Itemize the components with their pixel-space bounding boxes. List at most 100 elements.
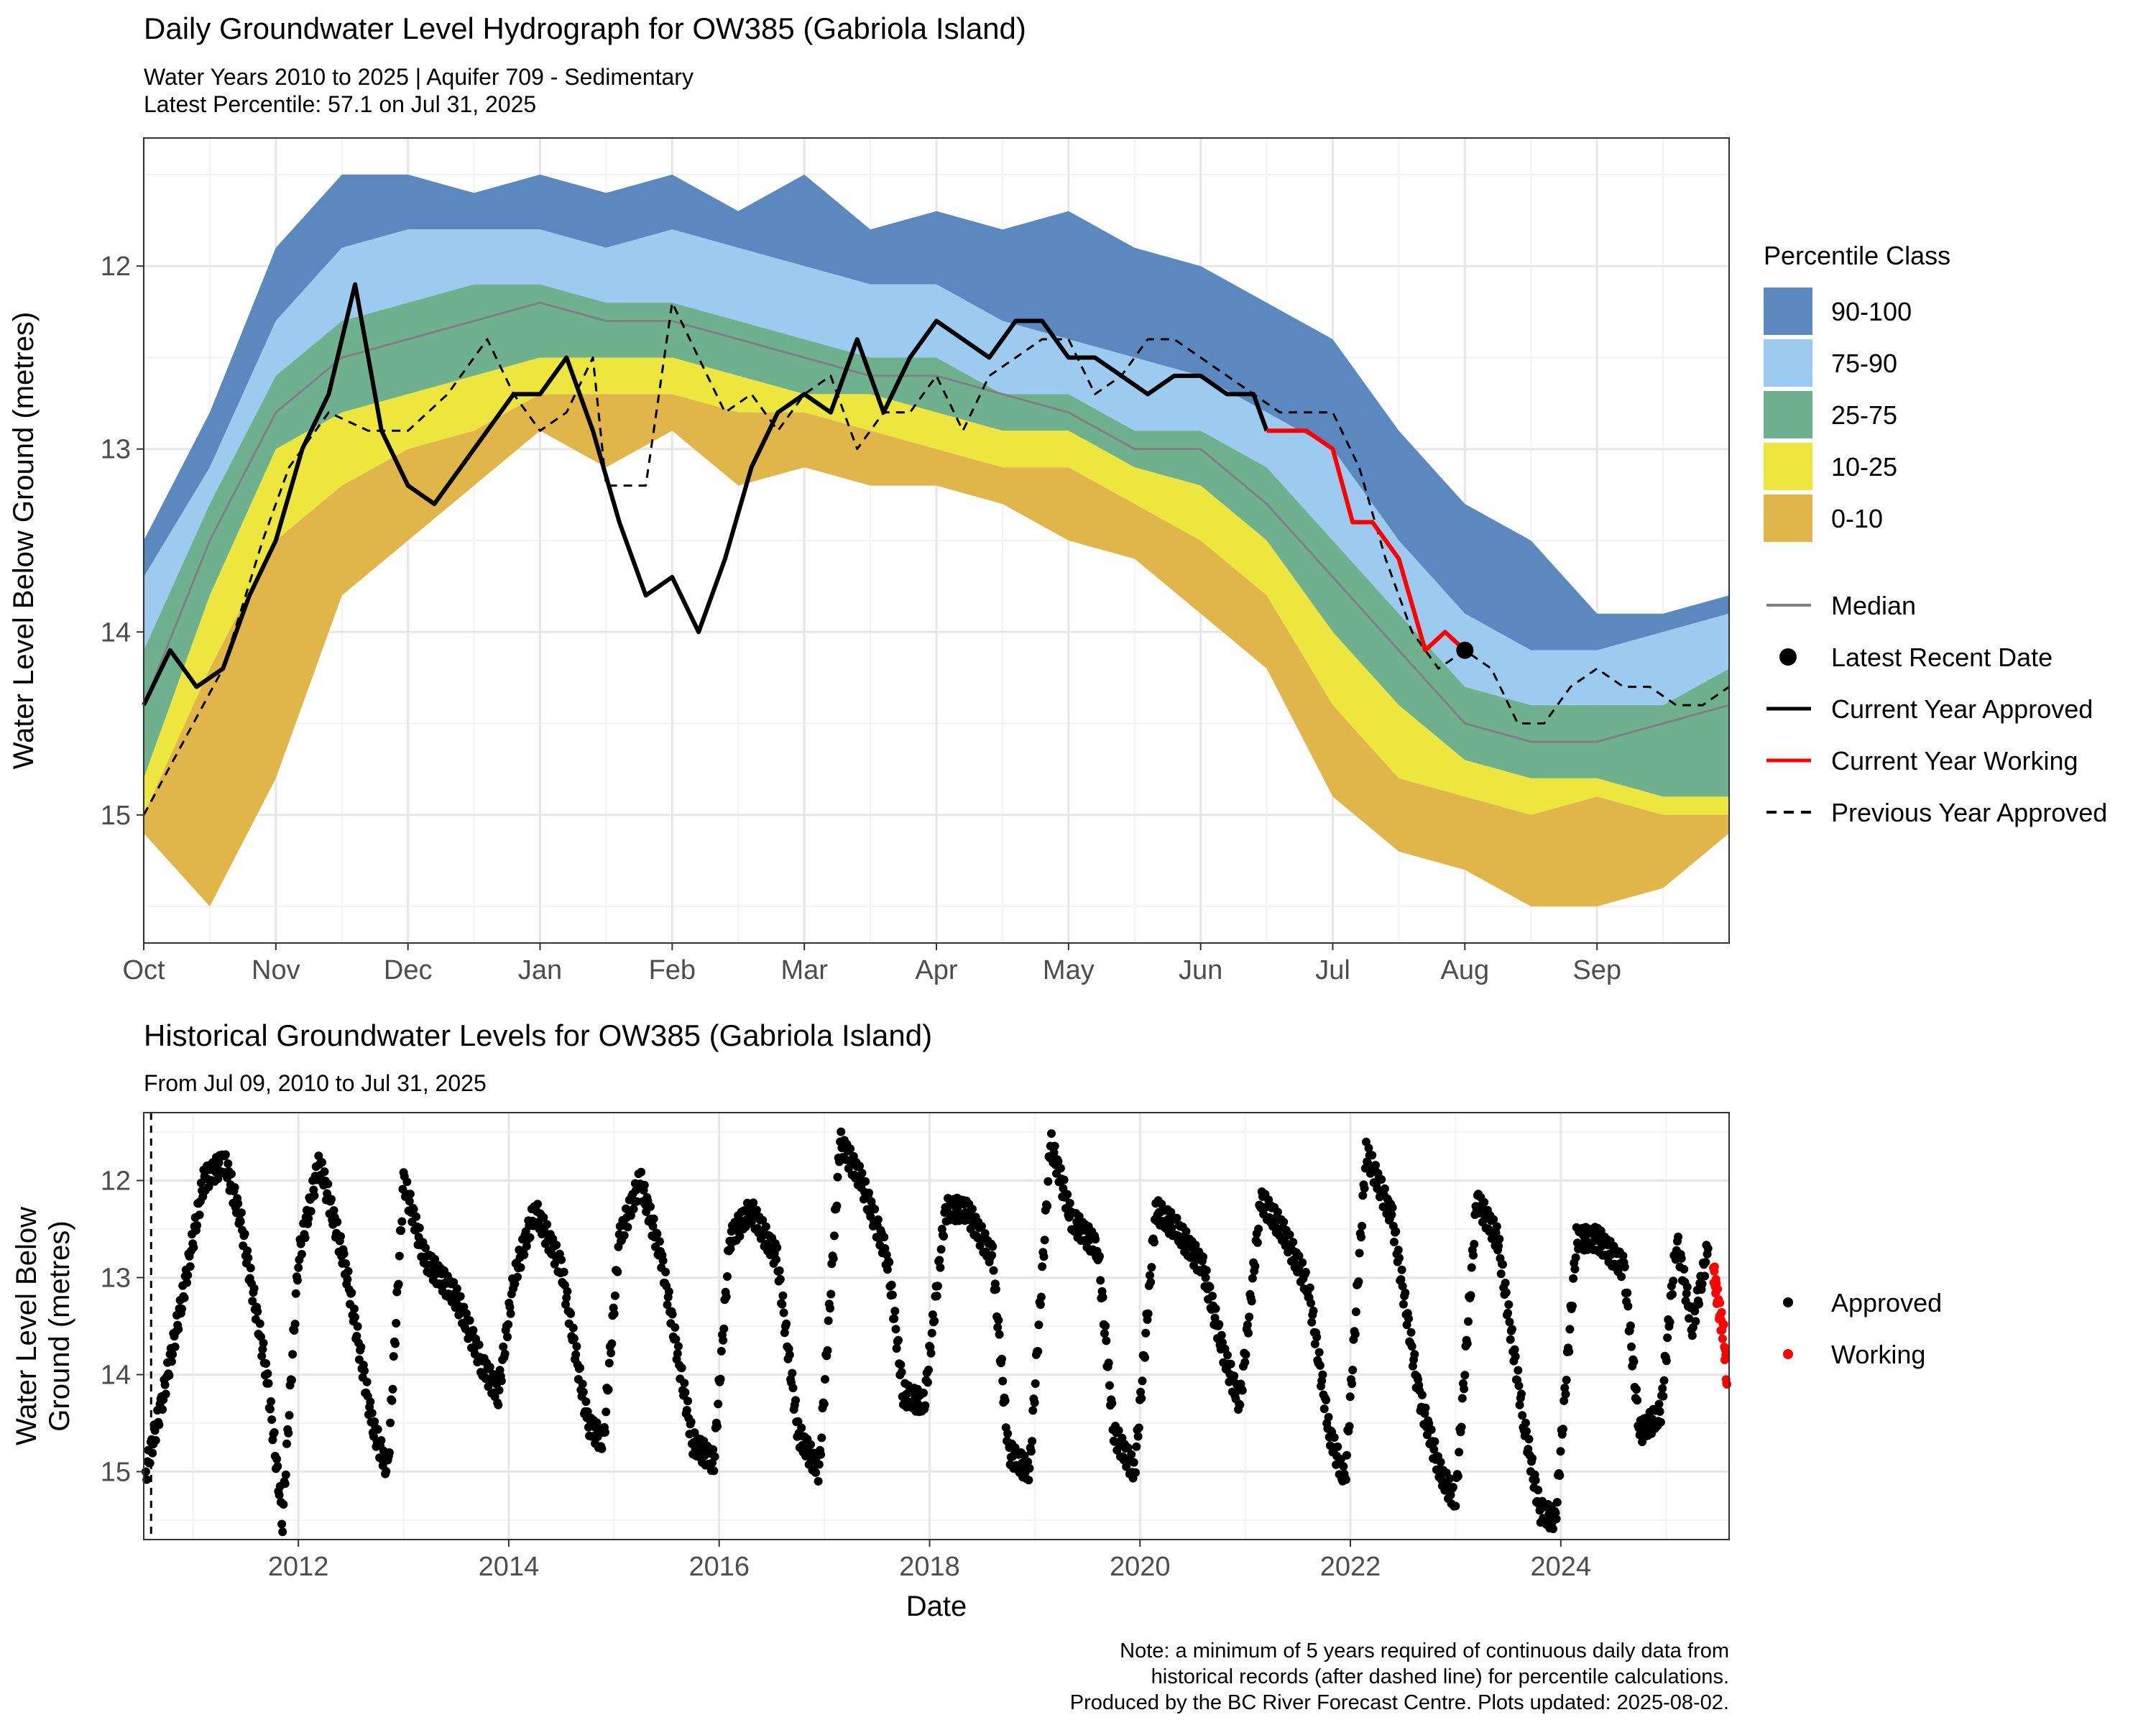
x-tick-label: Oct [122,955,165,985]
approved-point [373,1425,382,1434]
median-line [142,301,1730,743]
approved-point [758,1215,768,1225]
approved-point [1243,1320,1252,1330]
approved-point [1202,1266,1211,1275]
approved-point [779,1308,788,1317]
approved-point [722,1272,732,1281]
approved-point [1132,1442,1141,1451]
x-tick-label: Feb [649,955,696,985]
approved-point [717,1346,726,1356]
approved-point [713,1422,722,1431]
approved-point [304,1214,313,1223]
approved-point [824,1316,833,1325]
approved-point [1470,1240,1479,1248]
footnote-line-2: historical records (after dashed line) f… [1151,1665,1729,1688]
approved-point [1565,1325,1575,1334]
legend-class-label: 25-75 [1831,400,1897,430]
approved-point [936,1263,945,1272]
approved-point [930,1316,939,1325]
approved-point [310,1191,319,1200]
approved-point [1623,1302,1633,1311]
approved-point [663,1300,672,1310]
approved-point [1350,1330,1360,1339]
approved-point [1348,1379,1357,1389]
approved-point [178,1305,186,1313]
approved-point [1623,1288,1632,1297]
approved-point [653,1229,662,1238]
approved-point [409,1205,418,1214]
approved-point [604,1385,613,1394]
legend-line-label: Current Year Approved [1831,694,2093,724]
approved-point [680,1379,689,1388]
legend-class-label: 90-100 [1831,297,1912,326]
approved-point [494,1386,504,1395]
approved-point [318,1158,326,1167]
approved-point [522,1241,531,1251]
approved-point [880,1233,889,1242]
approved-point [714,1399,723,1409]
approved-point [155,1420,164,1430]
approved-point [1314,1348,1324,1357]
approved-point [1031,1379,1040,1388]
approved-point [1451,1501,1460,1511]
approved-point [395,1251,404,1261]
approved-point [1668,1289,1677,1299]
approved-point [563,1287,572,1296]
approved-point [788,1368,797,1378]
approved-point [262,1359,271,1368]
approved-point [1254,1224,1263,1233]
approved-point [270,1428,279,1437]
approved-point [719,1335,728,1345]
approved-point [1348,1366,1358,1375]
approved-point [671,1335,681,1344]
approved-point [1024,1476,1033,1485]
approved-point [264,1379,273,1388]
approved-point [1629,1357,1639,1366]
current-year-working-line [1266,428,1467,653]
approved-point [1100,1329,1109,1338]
approved-point [397,1217,407,1226]
approved-point [891,1325,900,1334]
approved-point [1659,1376,1669,1385]
approved-point [1043,1202,1052,1210]
approved-point [924,1366,933,1374]
approved-point [601,1427,609,1437]
approved-point [168,1350,178,1359]
approved-point [797,1423,806,1432]
approved-point [500,1349,510,1358]
approved-point [221,1150,230,1159]
approved-point [510,1279,520,1289]
approved-point [1217,1330,1226,1340]
approved-point [1399,1300,1408,1309]
approved-point [1567,1302,1577,1310]
approved-point [681,1388,690,1397]
approved-point [1429,1445,1439,1454]
approved-point [1364,1144,1373,1153]
approved-point [816,1450,826,1459]
approved-point [1446,1491,1455,1499]
approved-point [1665,1317,1674,1327]
approved-point [341,1259,351,1268]
approved-point [1404,1314,1413,1323]
approved-point [1685,1314,1694,1323]
approved-point [1492,1222,1501,1231]
approved-point [788,1384,798,1393]
approved-point [1036,1292,1046,1302]
approved-point [1298,1258,1307,1267]
approved-point [562,1293,571,1302]
approved-point [1522,1427,1531,1436]
approved-point [939,1232,949,1241]
approved-point [185,1262,195,1271]
approved-point [709,1466,719,1476]
approved-point [806,1440,816,1449]
approved-point [998,1376,1008,1386]
approved-point [1659,1392,1668,1401]
approved-point [655,1237,664,1246]
legend-line-label: Median [1831,591,1916,620]
approved-point [1552,1514,1561,1524]
approved-point [290,1320,300,1329]
band-75-90 [144,229,1729,706]
approved-point [1552,1498,1562,1507]
approved-point [279,1500,288,1509]
approved-point [1167,1223,1176,1233]
